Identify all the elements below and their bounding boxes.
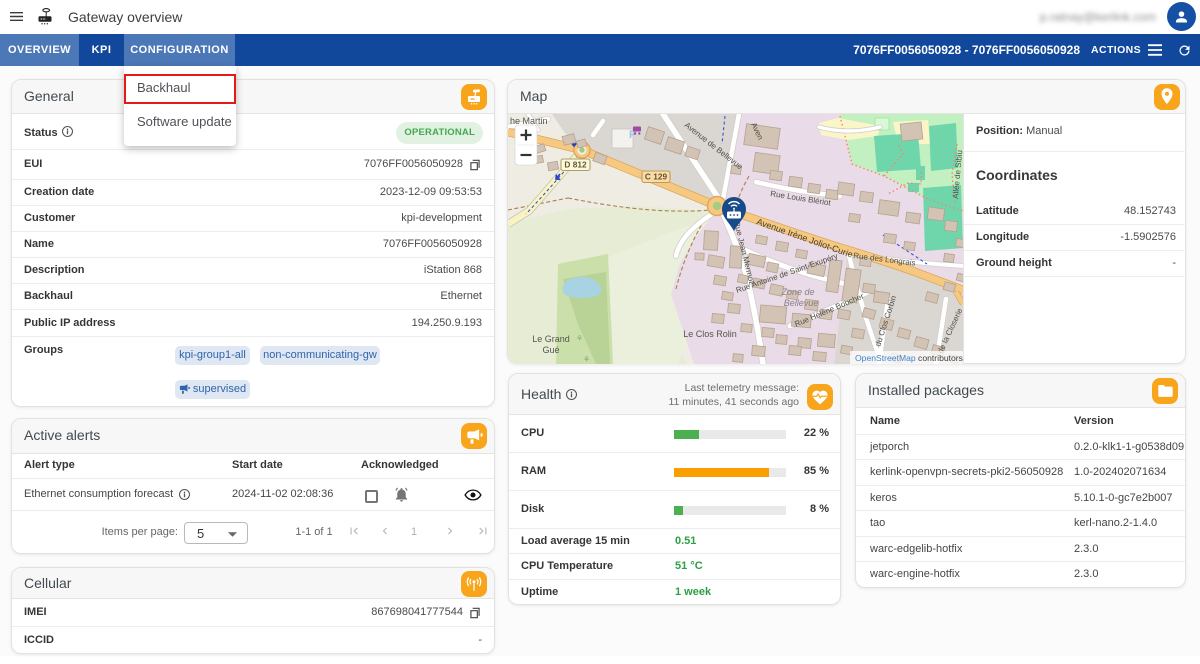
svg-text:Le Grand: Le Grand bbox=[532, 334, 570, 344]
svg-text:D 812: D 812 bbox=[564, 160, 587, 170]
svg-text:Zone de: Zone de bbox=[780, 287, 814, 297]
svg-text:C 129: C 129 bbox=[645, 172, 668, 182]
svg-text:Allée de Sibiu: Allée de Sibiu bbox=[951, 150, 963, 200]
svg-text:P: P bbox=[629, 129, 636, 141]
svg-text:Bellevue: Bellevue bbox=[784, 298, 819, 308]
svg-text:Le Clos Rolin: Le Clos Rolin bbox=[683, 329, 737, 339]
svg-text:⚘: ⚘ bbox=[583, 355, 590, 364]
svg-text:OpenStreetMap contributors: OpenStreetMap contributors bbox=[855, 353, 963, 363]
svg-text:he Martin: he Martin bbox=[510, 116, 548, 126]
svg-text:Gué: Gué bbox=[542, 345, 559, 355]
svg-text:⚘: ⚘ bbox=[576, 334, 583, 343]
